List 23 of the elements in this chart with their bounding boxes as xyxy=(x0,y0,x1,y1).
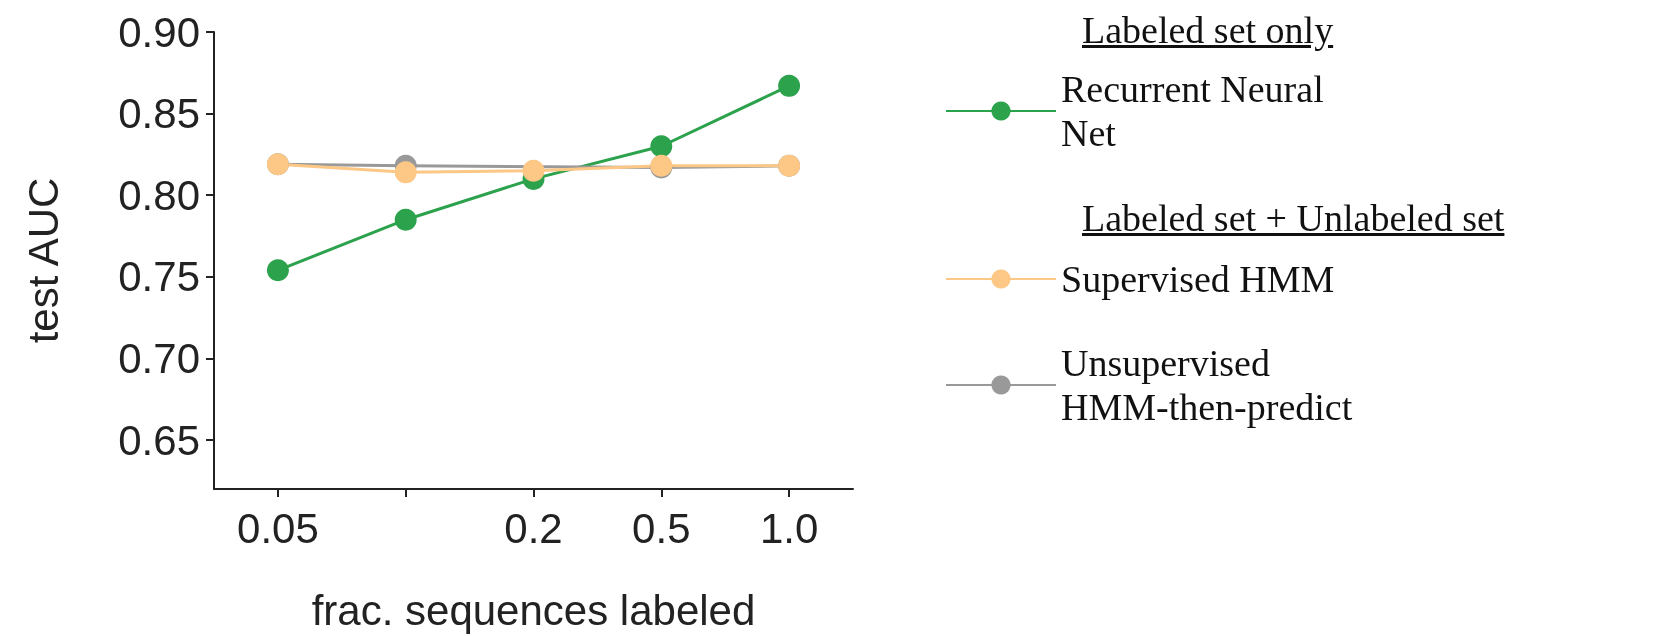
x-tick-label: 0.5 xyxy=(632,504,691,552)
legend-label: Unsupervised HMM-then-predict xyxy=(1061,342,1353,428)
x-tick-label: 0.2 xyxy=(504,504,563,552)
point xyxy=(650,135,673,158)
legend-label: Supervised HMM xyxy=(1061,258,1335,300)
point xyxy=(778,74,801,97)
text: Labeled set + Unlabeled set xyxy=(1082,196,1505,240)
x-tick-label: 0.05 xyxy=(237,504,319,552)
y-tick-label: 0.70 xyxy=(118,334,200,382)
point xyxy=(394,208,417,231)
point xyxy=(522,159,545,182)
point xyxy=(394,161,417,184)
x-tick-label: 1.0 xyxy=(759,504,819,552)
y-tick-label: 0.75 xyxy=(118,253,200,301)
y-tick-label: 0.80 xyxy=(118,171,200,219)
y-axis-title: test AUC xyxy=(19,177,67,344)
x-axis-title: frac. sequences labeled xyxy=(311,586,756,634)
point xyxy=(266,259,289,282)
text: Labeled set only xyxy=(1082,8,1334,52)
y-tick-label: 0.65 xyxy=(118,416,200,464)
y-tick-label: 0.90 xyxy=(118,8,200,56)
y-tick-label: 0.85 xyxy=(118,90,200,138)
legend-label: Recurrent Neural Net xyxy=(1061,68,1334,154)
